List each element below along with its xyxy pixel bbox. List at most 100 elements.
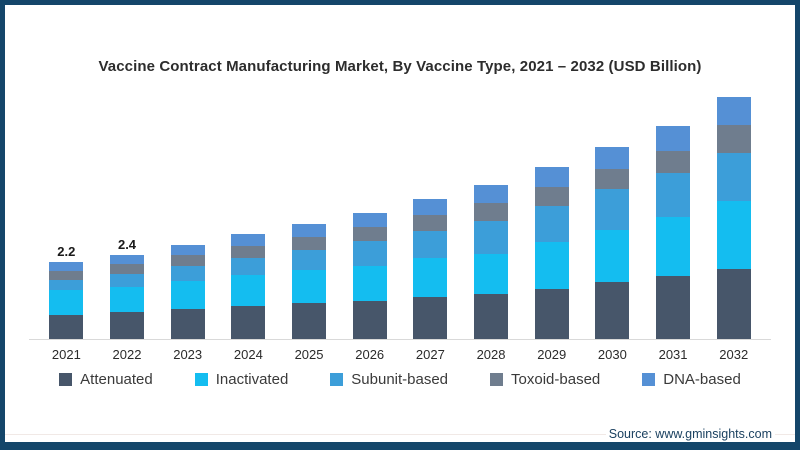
segment-toxoid-based-2027 xyxy=(413,215,448,231)
legend-label: Attenuated xyxy=(80,371,153,388)
segment-inactivated-2022 xyxy=(110,287,144,313)
bar-2025 xyxy=(292,223,327,339)
segment-dna-based-2025 xyxy=(292,223,327,237)
x-axis-label-2031: 2031 xyxy=(658,347,688,362)
legend-swatch-icon xyxy=(330,373,344,386)
bar-value-label-2022: 2.4 xyxy=(117,236,137,252)
segment-attenuated-2025 xyxy=(292,303,327,339)
segment-dna-based-2028 xyxy=(474,185,509,203)
bar-2022 xyxy=(110,254,144,339)
bar-2028 xyxy=(474,185,509,339)
bar-2021 xyxy=(49,261,84,339)
bar-2031 xyxy=(656,125,691,339)
legend-swatch-icon xyxy=(59,373,73,386)
segment-attenuated-2029 xyxy=(534,288,569,339)
segment-toxoid-based-2032 xyxy=(716,125,751,154)
bar-2023 xyxy=(170,244,205,339)
x-axis-label-2023: 2023 xyxy=(173,347,203,362)
x-axis-label-2022: 2022 xyxy=(112,347,142,362)
segment-attenuated-2024 xyxy=(231,306,266,339)
segment-subunit-based-2023 xyxy=(170,265,205,282)
segment-dna-based-2032 xyxy=(716,97,751,126)
chart-title: Vaccine Contract Manufacturing Market, B… xyxy=(98,58,702,75)
legend-item-subunit-based: Subunit-based xyxy=(330,371,448,388)
legend-item-toxoid-based: Toxoid-based xyxy=(490,371,600,388)
segment-dna-based-2031 xyxy=(656,125,691,151)
segment-subunit-based-2029 xyxy=(534,206,569,243)
segment-toxoid-based-2029 xyxy=(534,186,569,207)
segment-attenuated-2026 xyxy=(352,301,387,339)
legend-label: Inactivated xyxy=(215,371,289,388)
bar-2027 xyxy=(413,199,448,339)
segment-inactivated-2025 xyxy=(292,269,327,304)
segment-toxoid-based-2022 xyxy=(110,264,144,274)
segment-inactivated-2032 xyxy=(716,200,751,269)
segment-dna-based-2030 xyxy=(595,146,630,169)
legend-swatch-icon xyxy=(194,373,208,386)
segment-toxoid-based-2031 xyxy=(656,150,691,174)
bar-slot-2032 xyxy=(703,90,764,339)
legend-label: Toxoid-based xyxy=(511,371,601,388)
legend-item-inactivated: Inactivated xyxy=(194,371,289,388)
segment-attenuated-2022 xyxy=(110,312,144,339)
legend-item-dna-based: DNA-based xyxy=(642,371,741,388)
x-axis-labels: 2021 2022 2023 2024 2025 2026 2027 2028 2029 2030… xyxy=(36,347,764,362)
segment-inactivated-2026 xyxy=(352,265,387,302)
segment-subunit-based-2031 xyxy=(656,173,691,217)
bottom-divider xyxy=(5,434,795,435)
legend-swatch-icon xyxy=(490,373,504,386)
segment-dna-based-2023 xyxy=(170,244,205,256)
x-axis-label-2025: 2025 xyxy=(294,347,324,362)
segment-attenuated-2027 xyxy=(413,297,448,339)
x-axis-label-2032: 2032 xyxy=(719,347,749,362)
segment-inactivated-2021 xyxy=(49,290,84,315)
segment-attenuated-2023 xyxy=(170,309,205,339)
x-axis-label-2026: 2026 xyxy=(355,347,385,362)
x-axis-label-2029: 2029 xyxy=(537,347,567,362)
segment-inactivated-2030 xyxy=(595,229,630,283)
segment-subunit-based-2028 xyxy=(474,220,509,254)
segment-attenuated-2028 xyxy=(474,294,509,339)
legend-item-attenuated: Attenuated xyxy=(59,371,153,388)
segment-inactivated-2023 xyxy=(170,281,205,310)
legend: Attenuated Inactivated Subunit-based Toxoid… xyxy=(5,371,795,388)
bar-2026 xyxy=(352,213,387,339)
bar-slot-2023 xyxy=(157,90,218,339)
bar-2029 xyxy=(534,167,569,339)
bar-slot-2025 xyxy=(279,90,340,339)
segment-attenuated-2021 xyxy=(49,314,84,339)
segment-toxoid-based-2030 xyxy=(595,168,630,190)
segment-attenuated-2032 xyxy=(716,269,751,339)
segment-inactivated-2031 xyxy=(656,216,691,276)
segment-dna-based-2027 xyxy=(413,199,448,216)
legend-swatch-icon xyxy=(642,373,656,386)
bar-slot-2021: 2.2 xyxy=(36,90,97,339)
legend-label: DNA-based xyxy=(663,371,741,388)
x-axis-label-2024: 2024 xyxy=(233,347,263,362)
segment-inactivated-2028 xyxy=(474,253,509,295)
bar-slot-2031 xyxy=(643,90,704,339)
segment-subunit-based-2021 xyxy=(49,279,84,290)
segment-subunit-based-2022 xyxy=(110,273,144,288)
segment-dna-based-2022 xyxy=(110,254,144,265)
segment-toxoid-based-2025 xyxy=(292,236,327,250)
bar-2030 xyxy=(595,146,630,339)
bar-2024 xyxy=(231,234,266,339)
segment-toxoid-based-2024 xyxy=(231,245,266,258)
segment-inactivated-2024 xyxy=(231,275,266,307)
segment-attenuated-2031 xyxy=(656,276,691,339)
segment-dna-based-2026 xyxy=(352,213,387,228)
segment-subunit-based-2025 xyxy=(292,249,327,270)
segment-subunit-based-2032 xyxy=(716,153,751,201)
bar-slot-2029 xyxy=(521,90,582,339)
segment-subunit-based-2027 xyxy=(413,230,448,258)
segment-subunit-based-2026 xyxy=(352,241,387,266)
bar-slot-2022: 2.4 xyxy=(97,90,158,339)
source-text: Source: www.gminsights.com xyxy=(605,427,775,441)
segment-inactivated-2029 xyxy=(534,242,569,289)
segment-dna-based-2021 xyxy=(49,261,84,271)
bar-slot-2024 xyxy=(218,90,279,339)
segment-dna-based-2024 xyxy=(231,234,266,246)
bar-2032 xyxy=(716,97,751,339)
